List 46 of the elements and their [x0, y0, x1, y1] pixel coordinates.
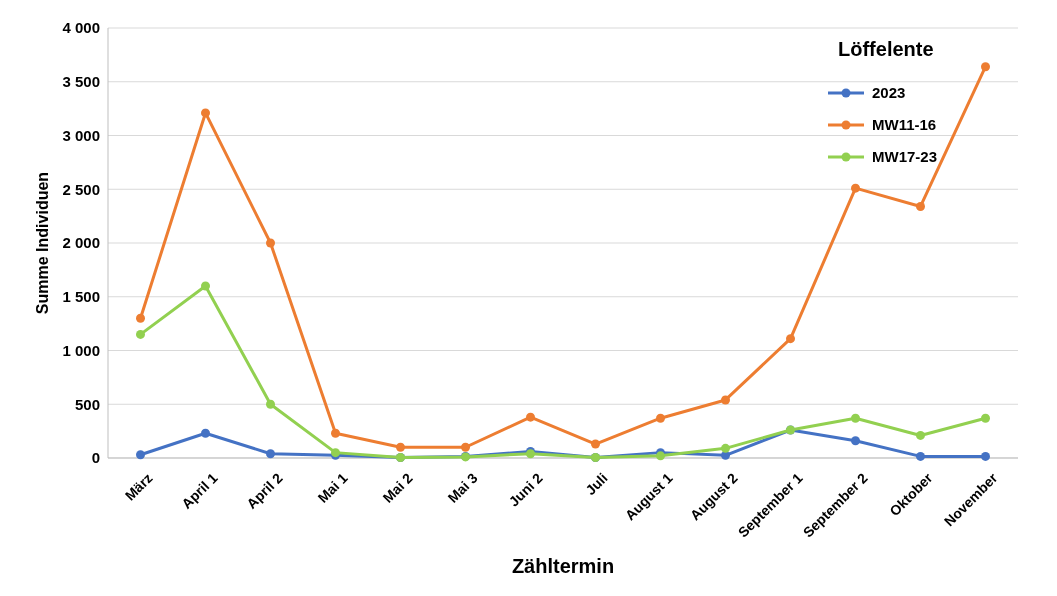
y-tick-label: 4 000 — [62, 19, 100, 37]
y-tick-label: 3 500 — [62, 73, 100, 90]
point — [136, 450, 145, 460]
legend-label: MW11-16 — [872, 116, 937, 134]
x-axis-title: Zähltermin — [511, 555, 615, 577]
point — [721, 395, 730, 405]
x-tick-label: Mai 1 — [314, 469, 351, 506]
y-tick-label: 1 500 — [62, 288, 100, 305]
point — [266, 238, 275, 248]
y-tick-label: 2 500 — [62, 180, 100, 198]
point — [331, 428, 340, 438]
point — [916, 451, 925, 461]
y-tick-label: 500 — [74, 395, 100, 413]
x-tick-label: Mai 3 — [444, 469, 481, 506]
y-axis-title: Summe Individuen — [34, 171, 51, 315]
point — [916, 201, 925, 211]
point — [591, 439, 600, 449]
point — [981, 451, 990, 461]
point — [396, 442, 405, 452]
point — [201, 108, 210, 118]
point — [981, 62, 990, 72]
y-tick-label: 2 000 — [62, 234, 100, 252]
x-tick-label: Juli — [582, 469, 611, 499]
legend-title: Löffelente — [838, 38, 934, 60]
point — [721, 443, 730, 453]
point — [266, 399, 275, 409]
y-tick-label: 1 000 — [62, 341, 100, 359]
y-tick-label: 3 000 — [62, 126, 100, 144]
legend-label: 2023 — [872, 84, 906, 102]
point — [656, 413, 665, 423]
point — [526, 412, 535, 422]
point — [461, 442, 470, 452]
point — [786, 334, 795, 344]
point — [916, 430, 925, 440]
point — [136, 329, 145, 339]
legend-label: MW17-23 — [872, 148, 938, 166]
point — [201, 281, 210, 291]
y-tick-label: 0 — [91, 449, 100, 467]
point — [851, 413, 860, 423]
point — [851, 436, 860, 446]
x-tick-label: Mai 2 — [379, 469, 416, 506]
point — [981, 413, 990, 423]
point — [136, 313, 145, 323]
point — [266, 449, 275, 459]
point — [851, 183, 860, 193]
point — [201, 428, 210, 438]
